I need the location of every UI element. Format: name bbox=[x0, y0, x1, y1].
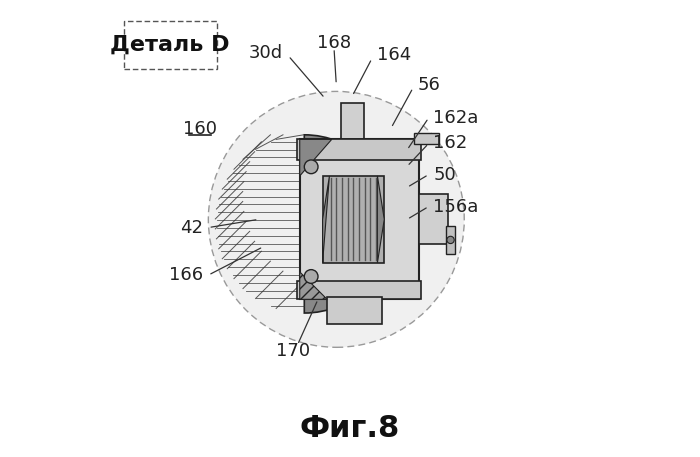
Polygon shape bbox=[300, 139, 332, 176]
Bar bbox=[341, 103, 364, 139]
Circle shape bbox=[304, 160, 318, 174]
Bar bbox=[298, 139, 421, 160]
Polygon shape bbox=[323, 176, 330, 263]
Circle shape bbox=[209, 91, 464, 347]
Bar bbox=[323, 176, 384, 263]
Text: 30d: 30d bbox=[248, 44, 282, 62]
Bar bbox=[298, 281, 421, 299]
Circle shape bbox=[304, 270, 318, 283]
Text: Фиг.8: Фиг.8 bbox=[300, 414, 400, 443]
Bar bbox=[446, 226, 455, 254]
Wedge shape bbox=[304, 135, 393, 313]
Text: 168: 168 bbox=[317, 33, 351, 52]
Text: 164: 164 bbox=[377, 46, 411, 64]
Text: 42: 42 bbox=[180, 218, 203, 237]
Text: 56: 56 bbox=[418, 75, 440, 94]
Polygon shape bbox=[377, 176, 384, 263]
Bar bbox=[327, 297, 382, 324]
Text: 160: 160 bbox=[183, 120, 217, 138]
Text: 156a: 156a bbox=[433, 197, 479, 216]
Text: 162: 162 bbox=[433, 134, 468, 153]
Circle shape bbox=[447, 236, 454, 244]
Bar bbox=[419, 194, 448, 244]
Text: 170: 170 bbox=[276, 342, 310, 360]
Text: 50: 50 bbox=[433, 165, 456, 184]
FancyBboxPatch shape bbox=[124, 21, 218, 69]
Text: 166: 166 bbox=[169, 266, 203, 284]
Bar bbox=[300, 139, 419, 299]
Bar bbox=[414, 133, 439, 144]
Text: 162a: 162a bbox=[433, 109, 479, 127]
Polygon shape bbox=[300, 272, 327, 299]
Text: Деталь D: Деталь D bbox=[110, 35, 229, 55]
